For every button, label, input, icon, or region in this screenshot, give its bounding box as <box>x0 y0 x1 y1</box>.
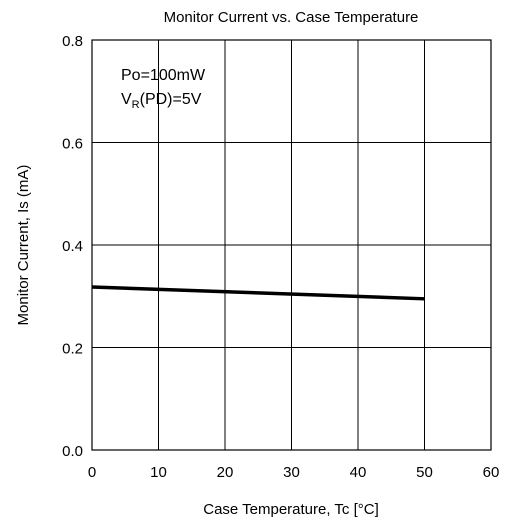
x-tick-label: 60 <box>483 464 500 481</box>
y-axis-label: Monitor Current, Is (mA) <box>15 165 32 326</box>
x-tick-label: 0 <box>88 464 96 481</box>
x-tick-label: 50 <box>416 464 433 481</box>
y-axis-ticks: 0.0 0.2 0.4 0.6 0.8 <box>62 33 98 460</box>
series-group <box>91 285 425 301</box>
annotation-vr: VR(PD)=5V <box>121 91 202 111</box>
annotation-vr-prefix: V <box>121 91 132 108</box>
annotation-po: Po=100mW <box>121 67 206 84</box>
annotation-vr-suffix: (PD)=5V <box>140 91 202 108</box>
series-line-0 <box>91 285 425 301</box>
y-tick-label: 0.8 <box>62 33 83 50</box>
y-tick-label: 0.0 <box>62 443 83 460</box>
x-axis-ticks: 0 10 20 30 40 50 60 <box>88 444 500 481</box>
x-tick-label: 10 <box>150 464 167 481</box>
x-tick-label: 20 <box>217 464 234 481</box>
annotation-vr-subscript: R <box>132 99 140 111</box>
y-tick-label: 0.6 <box>62 136 83 153</box>
y-tick-label: 0.2 <box>62 341 83 358</box>
grid-lines <box>92 40 491 450</box>
chart-title: Monitor Current vs. Case Temperature <box>164 9 419 26</box>
x-axis-label: Case Temperature, Tc [°C] <box>203 501 379 518</box>
x-tick-label: 40 <box>350 464 367 481</box>
y-tick-label: 0.4 <box>62 238 83 255</box>
x-tick-label: 30 <box>283 464 300 481</box>
